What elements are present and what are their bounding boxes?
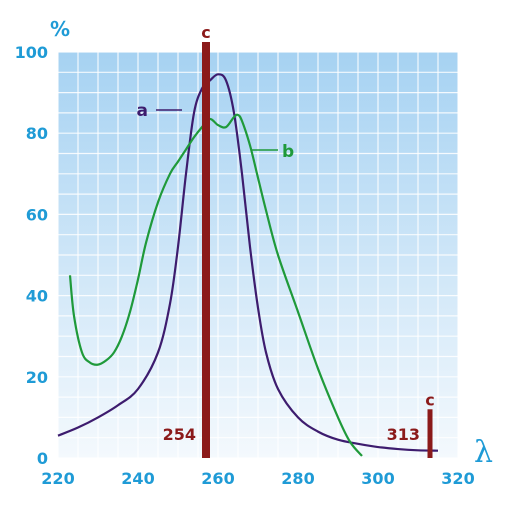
grid-lines	[57, 51, 459, 459]
axis-layer: 220 240 260 280 300 320 0 20 40 60 80 100% λ	[15, 17, 493, 488]
y-axis-unit: %	[50, 17, 70, 41]
series-label-a: a	[137, 101, 148, 121]
x-axis-symbol: λ	[474, 435, 493, 470]
y-tick-label: 20	[26, 368, 48, 387]
marker-bar-313	[427, 409, 433, 458]
series-line-a	[57, 73, 439, 452]
x-tick-label: 260	[201, 469, 234, 488]
y-tick-label: 0	[37, 449, 48, 468]
marker-layer	[202, 42, 433, 458]
y-tick-label: 60	[26, 205, 48, 224]
x-tick-label: 300	[361, 469, 394, 488]
x-tick-label: 320	[441, 469, 474, 488]
marker-letter-313: c	[425, 390, 434, 409]
x-tick-label: 280	[281, 469, 314, 488]
y-tick-label: 80	[26, 124, 48, 143]
series-line-b	[68, 113, 363, 457]
series-label-b: b	[282, 142, 294, 162]
label-layer: c 254 c 313 a b	[137, 23, 435, 444]
x-tick-label: 220	[41, 469, 74, 488]
marker-bar-254	[202, 42, 210, 458]
marker-letter-254: c	[201, 23, 210, 42]
marker-value-313: 313	[387, 425, 420, 444]
y-tick-label: 40	[26, 287, 48, 306]
series-layer	[57, 73, 439, 457]
x-tick-label: 240	[121, 469, 154, 488]
y-tick-label: 100	[15, 43, 48, 62]
marker-value-254: 254	[163, 425, 196, 444]
